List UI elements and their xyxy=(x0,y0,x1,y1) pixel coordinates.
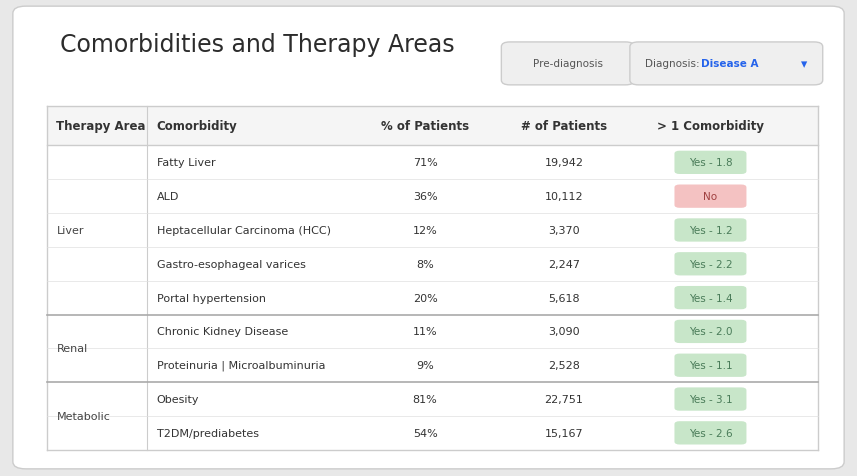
FancyBboxPatch shape xyxy=(674,151,746,175)
FancyBboxPatch shape xyxy=(674,387,746,411)
Bar xyxy=(47,107,818,146)
Text: 81%: 81% xyxy=(413,394,437,404)
Text: Pre-diagnosis: Pre-diagnosis xyxy=(533,60,602,69)
Text: 20%: 20% xyxy=(413,293,437,303)
Text: Proteinuria | Microalbuminuria: Proteinuria | Microalbuminuria xyxy=(157,360,325,371)
Text: Portal hypertension: Portal hypertension xyxy=(157,293,266,303)
Text: Yes - 3.1: Yes - 3.1 xyxy=(689,394,732,404)
Text: Yes - 1.4: Yes - 1.4 xyxy=(689,293,732,303)
FancyBboxPatch shape xyxy=(674,354,746,377)
Text: Chronic Kidney Disease: Chronic Kidney Disease xyxy=(157,327,288,337)
FancyBboxPatch shape xyxy=(674,219,746,242)
Text: 22,751: 22,751 xyxy=(544,394,584,404)
Text: 11%: 11% xyxy=(413,327,437,337)
Text: Diagnosis:: Diagnosis: xyxy=(645,60,704,69)
Text: # of Patients: # of Patients xyxy=(521,120,607,133)
Text: 36%: 36% xyxy=(413,192,437,202)
Text: 2,528: 2,528 xyxy=(548,360,580,370)
FancyBboxPatch shape xyxy=(501,43,634,86)
Text: Therapy Area: Therapy Area xyxy=(57,120,146,133)
Text: 2,247: 2,247 xyxy=(548,259,580,269)
FancyBboxPatch shape xyxy=(674,253,746,276)
Text: 54%: 54% xyxy=(413,428,437,438)
Text: 19,942: 19,942 xyxy=(544,158,584,168)
Text: 15,167: 15,167 xyxy=(544,428,584,438)
Text: Comorbidities and Therapy Areas: Comorbidities and Therapy Areas xyxy=(60,33,454,57)
Text: Yes - 1.2: Yes - 1.2 xyxy=(689,226,732,236)
Text: Obesity: Obesity xyxy=(157,394,199,404)
Text: Yes - 1.8: Yes - 1.8 xyxy=(689,158,732,168)
Text: 9%: 9% xyxy=(417,360,434,370)
Text: Metabolic: Metabolic xyxy=(57,411,111,421)
Text: ▾: ▾ xyxy=(800,58,807,71)
FancyBboxPatch shape xyxy=(630,43,823,86)
Text: Fatty Liver: Fatty Liver xyxy=(157,158,215,168)
Text: Comorbidity: Comorbidity xyxy=(157,120,237,133)
Text: 3,370: 3,370 xyxy=(548,226,579,236)
FancyBboxPatch shape xyxy=(13,7,844,469)
Text: No: No xyxy=(704,192,717,202)
FancyBboxPatch shape xyxy=(674,421,746,445)
Text: 5,618: 5,618 xyxy=(548,293,579,303)
FancyBboxPatch shape xyxy=(674,287,746,309)
Text: T2DM/prediabetes: T2DM/prediabetes xyxy=(157,428,259,438)
Text: Disease A: Disease A xyxy=(701,60,758,69)
FancyBboxPatch shape xyxy=(674,320,746,343)
Text: Yes - 2.0: Yes - 2.0 xyxy=(689,327,732,337)
Text: Yes - 2.2: Yes - 2.2 xyxy=(689,259,732,269)
Text: 12%: 12% xyxy=(413,226,437,236)
Text: Yes - 1.1: Yes - 1.1 xyxy=(689,360,732,370)
Text: Heptacellular Carcinoma (HCC): Heptacellular Carcinoma (HCC) xyxy=(157,226,331,236)
Text: 10,112: 10,112 xyxy=(544,192,584,202)
Text: 71%: 71% xyxy=(413,158,437,168)
Text: Gastro-esophageal varices: Gastro-esophageal varices xyxy=(157,259,306,269)
Text: 3,090: 3,090 xyxy=(548,327,579,337)
Text: 8%: 8% xyxy=(417,259,434,269)
Text: Yes - 2.6: Yes - 2.6 xyxy=(689,428,732,438)
Text: ALD: ALD xyxy=(157,192,179,202)
Text: % of Patients: % of Patients xyxy=(381,120,469,133)
Text: Liver: Liver xyxy=(57,226,84,236)
FancyBboxPatch shape xyxy=(674,185,746,208)
Text: Renal: Renal xyxy=(57,344,87,354)
Text: > 1 Comorbidity: > 1 Comorbidity xyxy=(657,120,764,133)
